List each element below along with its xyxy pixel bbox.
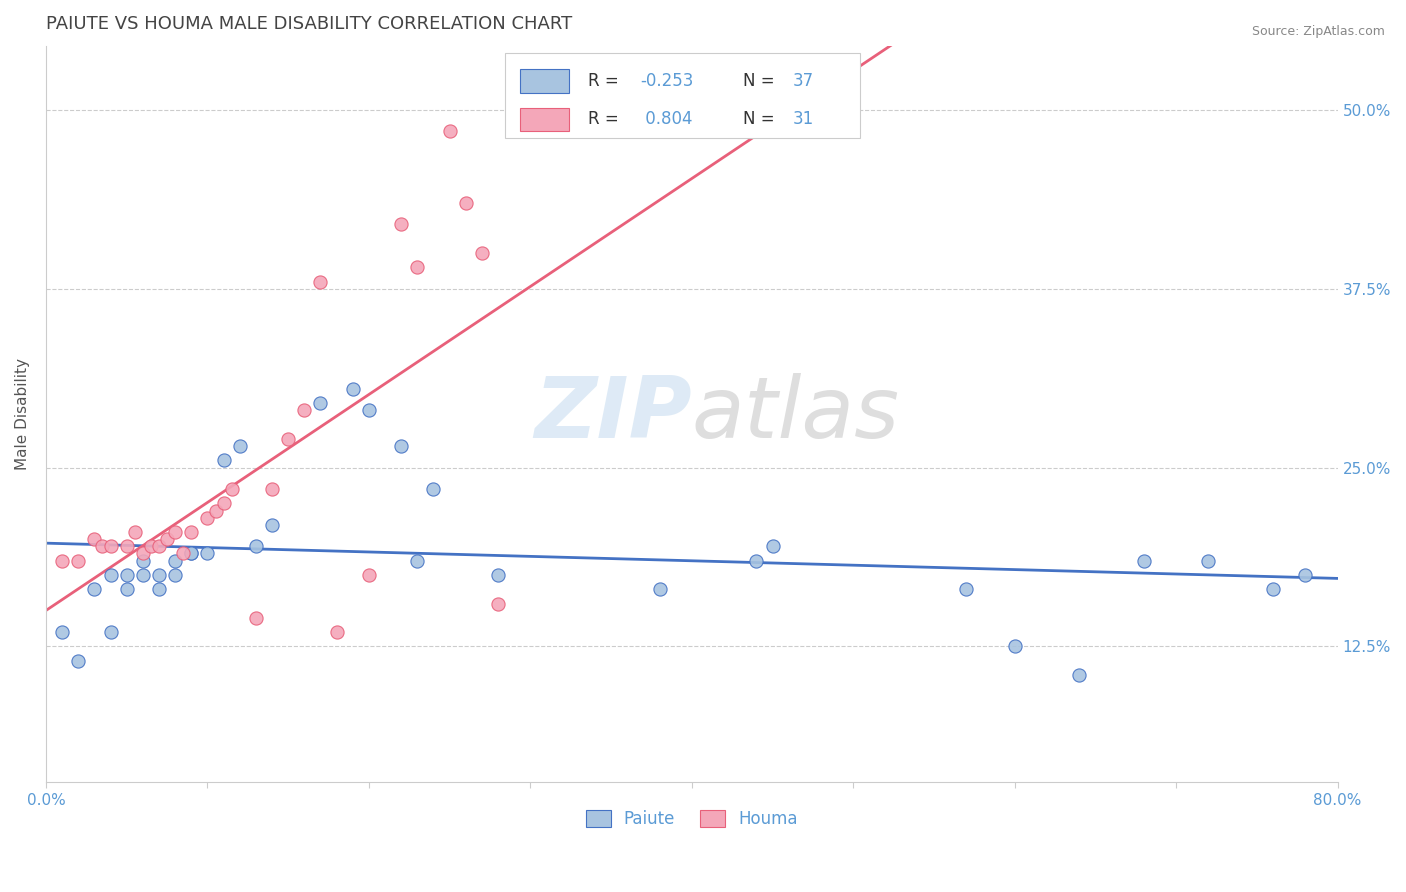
Point <box>1004 640 1026 654</box>
Text: 0.804: 0.804 <box>640 111 693 128</box>
Point <box>156 532 179 546</box>
Point <box>1261 582 1284 597</box>
Point <box>100 539 122 553</box>
Point <box>51 625 73 640</box>
FancyBboxPatch shape <box>520 108 569 131</box>
Point <box>439 124 461 138</box>
Point <box>245 539 267 553</box>
Point <box>342 382 364 396</box>
Point <box>100 568 122 582</box>
Point <box>471 246 494 260</box>
Point <box>486 597 509 611</box>
Point <box>422 482 444 496</box>
Point <box>148 582 170 597</box>
Point <box>309 396 332 410</box>
Point <box>309 275 332 289</box>
Point <box>648 582 671 597</box>
Point <box>228 439 250 453</box>
Point <box>245 611 267 625</box>
Point <box>115 568 138 582</box>
Text: -0.253: -0.253 <box>640 72 693 90</box>
Point <box>454 196 477 211</box>
Point <box>51 554 73 568</box>
Text: 37: 37 <box>793 72 814 90</box>
Point <box>165 568 187 582</box>
Point <box>212 453 235 467</box>
Point <box>83 532 105 546</box>
Text: atlas: atlas <box>692 373 900 456</box>
Point <box>180 546 202 560</box>
Point <box>180 524 202 539</box>
Legend: Paiute, Houma: Paiute, Houma <box>578 802 807 837</box>
Point <box>1294 568 1316 582</box>
Point <box>761 539 783 553</box>
Text: PAIUTE VS HOUMA MALE DISABILITY CORRELATION CHART: PAIUTE VS HOUMA MALE DISABILITY CORRELAT… <box>46 15 572 33</box>
Point <box>325 625 347 640</box>
Point <box>165 524 187 539</box>
Point <box>148 568 170 582</box>
Point <box>139 539 162 553</box>
Point <box>67 554 90 568</box>
Point <box>180 546 202 560</box>
Point <box>115 539 138 553</box>
Text: R =: R = <box>589 111 624 128</box>
Text: R =: R = <box>589 72 624 90</box>
Point <box>67 654 90 668</box>
Point <box>115 582 138 597</box>
Point <box>83 582 105 597</box>
Point <box>172 546 194 560</box>
Text: N =: N = <box>744 72 780 90</box>
Point <box>165 554 187 568</box>
Point <box>389 218 412 232</box>
Point <box>955 582 977 597</box>
Point <box>486 568 509 582</box>
Point <box>260 517 283 532</box>
Point <box>745 554 768 568</box>
FancyBboxPatch shape <box>520 70 569 93</box>
Point <box>389 439 412 453</box>
Point <box>132 546 155 560</box>
Point <box>221 482 243 496</box>
Text: Source: ZipAtlas.com: Source: ZipAtlas.com <box>1251 25 1385 38</box>
Point <box>406 554 429 568</box>
Point <box>292 403 315 417</box>
Point <box>91 539 114 553</box>
Point <box>260 482 283 496</box>
Text: ZIP: ZIP <box>534 373 692 456</box>
Point <box>132 554 155 568</box>
Point <box>212 496 235 510</box>
FancyBboxPatch shape <box>505 53 859 137</box>
Point <box>277 432 299 446</box>
Point <box>357 403 380 417</box>
Point <box>197 510 219 524</box>
Point <box>1133 554 1156 568</box>
Point <box>132 568 155 582</box>
Point <box>357 568 380 582</box>
Point <box>406 260 429 275</box>
Text: N =: N = <box>744 111 780 128</box>
Point <box>148 539 170 553</box>
Point <box>1069 668 1091 682</box>
Point <box>204 503 226 517</box>
Point <box>124 524 146 539</box>
Point <box>1198 554 1220 568</box>
Text: 31: 31 <box>793 111 814 128</box>
Point <box>100 625 122 640</box>
Point <box>197 546 219 560</box>
Y-axis label: Male Disability: Male Disability <box>15 358 30 470</box>
